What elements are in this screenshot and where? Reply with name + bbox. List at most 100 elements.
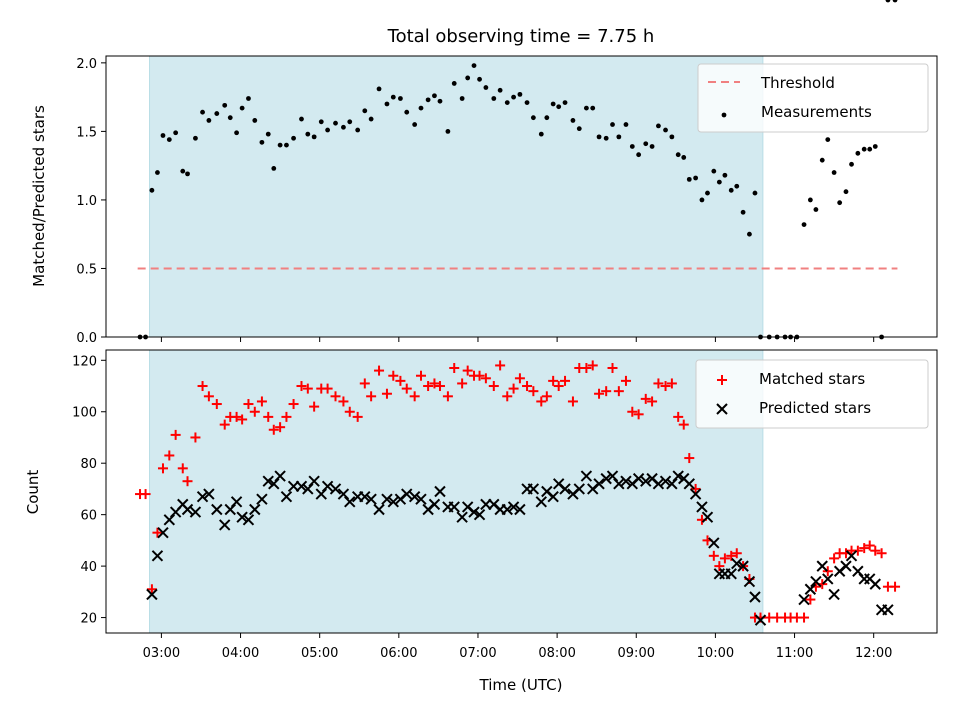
matched-star-marker [415, 370, 426, 381]
matched-star-marker [708, 550, 719, 561]
matched-star-marker [366, 391, 377, 402]
predicted-star-marker [689, 488, 702, 500]
matched-star-marker [203, 391, 214, 402]
matched-star-marker [627, 406, 638, 417]
matched-star-marker [528, 386, 539, 397]
measurement-point [347, 119, 353, 125]
matched-star-marker [449, 363, 460, 374]
measurement-point [636, 152, 642, 158]
measurement-point [362, 108, 368, 114]
matched-star-marker [495, 360, 506, 371]
measurement-point [681, 155, 687, 160]
measurement-point [544, 115, 550, 121]
measurement-point [590, 105, 596, 111]
matched-star-marker [640, 393, 651, 404]
matched-star-marker [164, 450, 175, 461]
x-tick-label: 09:00 [618, 646, 655, 661]
x-tick-label: 10:00 [697, 646, 734, 661]
measurement-point [193, 135, 198, 141]
predicted-star-marker [151, 550, 164, 562]
measurement-point [849, 161, 854, 167]
matched-star-marker [514, 373, 525, 384]
predicted-star-marker [387, 496, 399, 508]
matched-star-marker [182, 476, 193, 487]
predicted-star-marker [428, 498, 441, 511]
measurement-point [669, 134, 675, 140]
measurement-point [311, 134, 317, 140]
matched-star-marker [177, 463, 188, 474]
measurement-point [837, 200, 843, 206]
measurement-point [185, 171, 190, 177]
predicted-star-marker [308, 475, 320, 487]
matched-star-marker [434, 381, 445, 392]
measurement-point [368, 116, 374, 122]
measurement-point [239, 105, 245, 111]
measurement-point [384, 101, 390, 107]
predicted-star-marker [573, 483, 585, 495]
matched-star-marker [409, 391, 420, 402]
predicted-star-marker [230, 496, 243, 508]
predicted-star-marker [415, 493, 427, 505]
matched-star-marker [152, 527, 163, 538]
matched-star-marker [288, 399, 299, 410]
matched-star-marker [268, 424, 279, 435]
matched-star-marker [462, 365, 473, 376]
measurement-point [234, 130, 239, 136]
measurement-point [728, 187, 734, 193]
measurement-point [517, 91, 523, 97]
measurement-point [477, 76, 482, 82]
measurement-point [550, 101, 556, 107]
measurement-point [752, 190, 758, 196]
predicted-star-marker [683, 478, 695, 490]
predicted-star-marker [804, 583, 817, 595]
measurement-point [892, 0, 898, 3]
measurement-point [819, 157, 825, 163]
matched-star-marker [401, 383, 412, 394]
predicted-star-marker [381, 493, 393, 505]
predicted-star-marker [527, 483, 540, 495]
measurement-point [318, 119, 324, 125]
predicted-star-marker [211, 503, 223, 516]
measurement-point [491, 96, 497, 101]
bottom-y-tick-label: 40 [80, 560, 97, 575]
chart-title: Total observing time = 7.75 h [387, 26, 655, 47]
matched-star-marker [263, 411, 274, 422]
top-y-tick-label: 0.5 [76, 262, 97, 277]
bottom-y-tick-label: 80 [80, 457, 97, 472]
matched-star-marker [829, 553, 840, 564]
predicted-star-marker [196, 490, 209, 503]
measurement-point [722, 172, 728, 178]
predicted-star-marker [822, 573, 834, 585]
predicted-star-marker [640, 475, 652, 487]
measurement-point [341, 124, 346, 130]
predicted-star-marker [816, 560, 828, 572]
measurement-point [616, 134, 622, 140]
measurement-point [149, 187, 155, 193]
measurement-point [271, 166, 277, 171]
matched-star-marker [190, 432, 201, 443]
matched-star-marker [374, 365, 385, 376]
predicted-star-marker [473, 508, 486, 521]
measurement-point [813, 207, 819, 212]
measurement-point [711, 168, 717, 174]
measurement-point [867, 146, 873, 152]
matched-star-marker [359, 378, 370, 389]
measurement-point [265, 131, 271, 137]
top-y-tick-label: 1.0 [76, 194, 97, 209]
x-tick-label: 05:00 [301, 646, 338, 661]
matched-star-marker [330, 391, 341, 402]
matched-star-marker [660, 381, 671, 392]
measurement-point [843, 189, 849, 195]
top-y-tick-label: 2.0 [76, 57, 97, 72]
measurement-point [649, 144, 655, 149]
matched-star-marker [219, 419, 230, 430]
measurement-point [705, 190, 710, 196]
top-y-axis-label: Matched/Predicted stars [30, 105, 48, 287]
matched-star-marker [309, 401, 320, 412]
matched-star-marker [594, 388, 605, 399]
predicted-star-marker [882, 604, 894, 616]
matched-star-marker [388, 370, 399, 381]
matched-star-marker [344, 406, 355, 417]
measurement-point [432, 93, 437, 99]
